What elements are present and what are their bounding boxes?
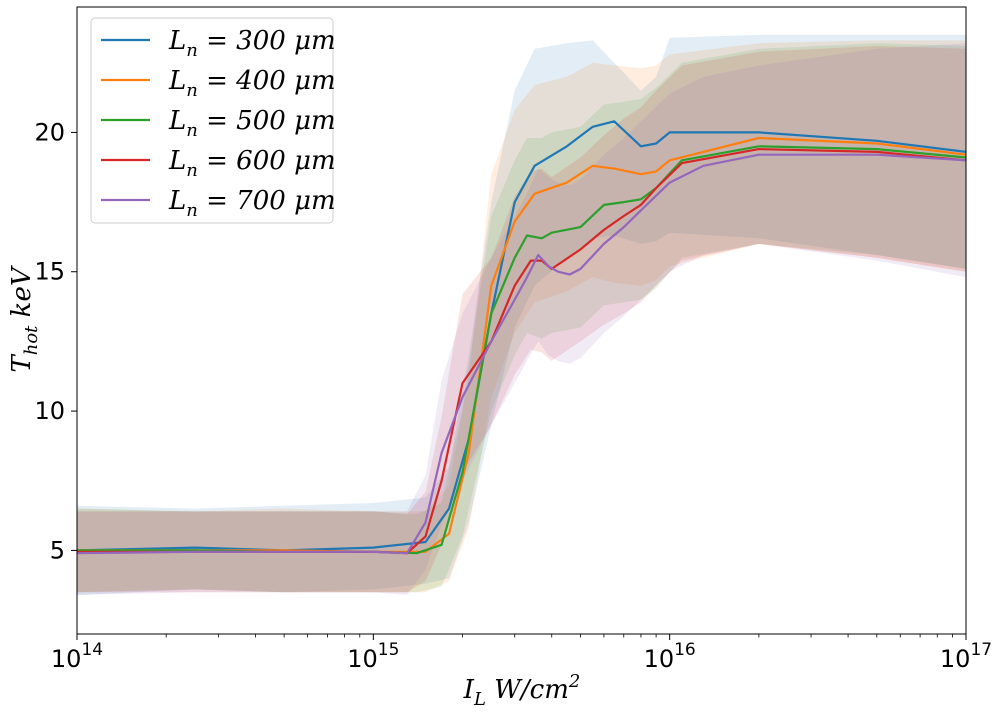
band-series-3 [77,43,966,593]
y-tick-label-1: 5 [50,536,65,564]
legend: Ln = 300 μm Ln = 400 μm Ln = 500 μm Ln = 60… [90,17,336,224]
x-tick-label-1: 1014 [51,640,103,673]
band-series-2 [77,40,966,593]
band-series-1 [77,34,966,595]
line-series-5 [76,153,967,555]
x-tick-label-2: 1015 [347,640,399,673]
plot-frame [76,6,967,635]
legend-label-3: Ln = 500 μm [168,106,336,141]
band-series-4 [77,46,966,593]
y-tick-label-4: 20 [34,118,65,146]
legend-label-4: Ln = 600 μm [168,146,336,181]
y-tick-label-2: 10 [34,397,65,425]
legend-label-1: Ln = 300 μm [168,26,336,61]
x-tick-label-3: 1016 [644,640,696,673]
legend-box [90,17,334,224]
legend-label-2: Ln = 400 μm [168,66,336,101]
legend-label-5: Ln = 700 μm [168,186,336,221]
x-axis-label: IL W/cm2 [463,671,581,710]
x-tick-label-4: 1017 [940,640,992,673]
series-lines [76,120,967,555]
y-tick-label-3: 15 [34,258,65,286]
band-series-5 [77,43,966,595]
uncertainty-bands [77,34,966,595]
y-axis-label: Thot keV [7,265,42,372]
line-series-1 [76,120,967,552]
